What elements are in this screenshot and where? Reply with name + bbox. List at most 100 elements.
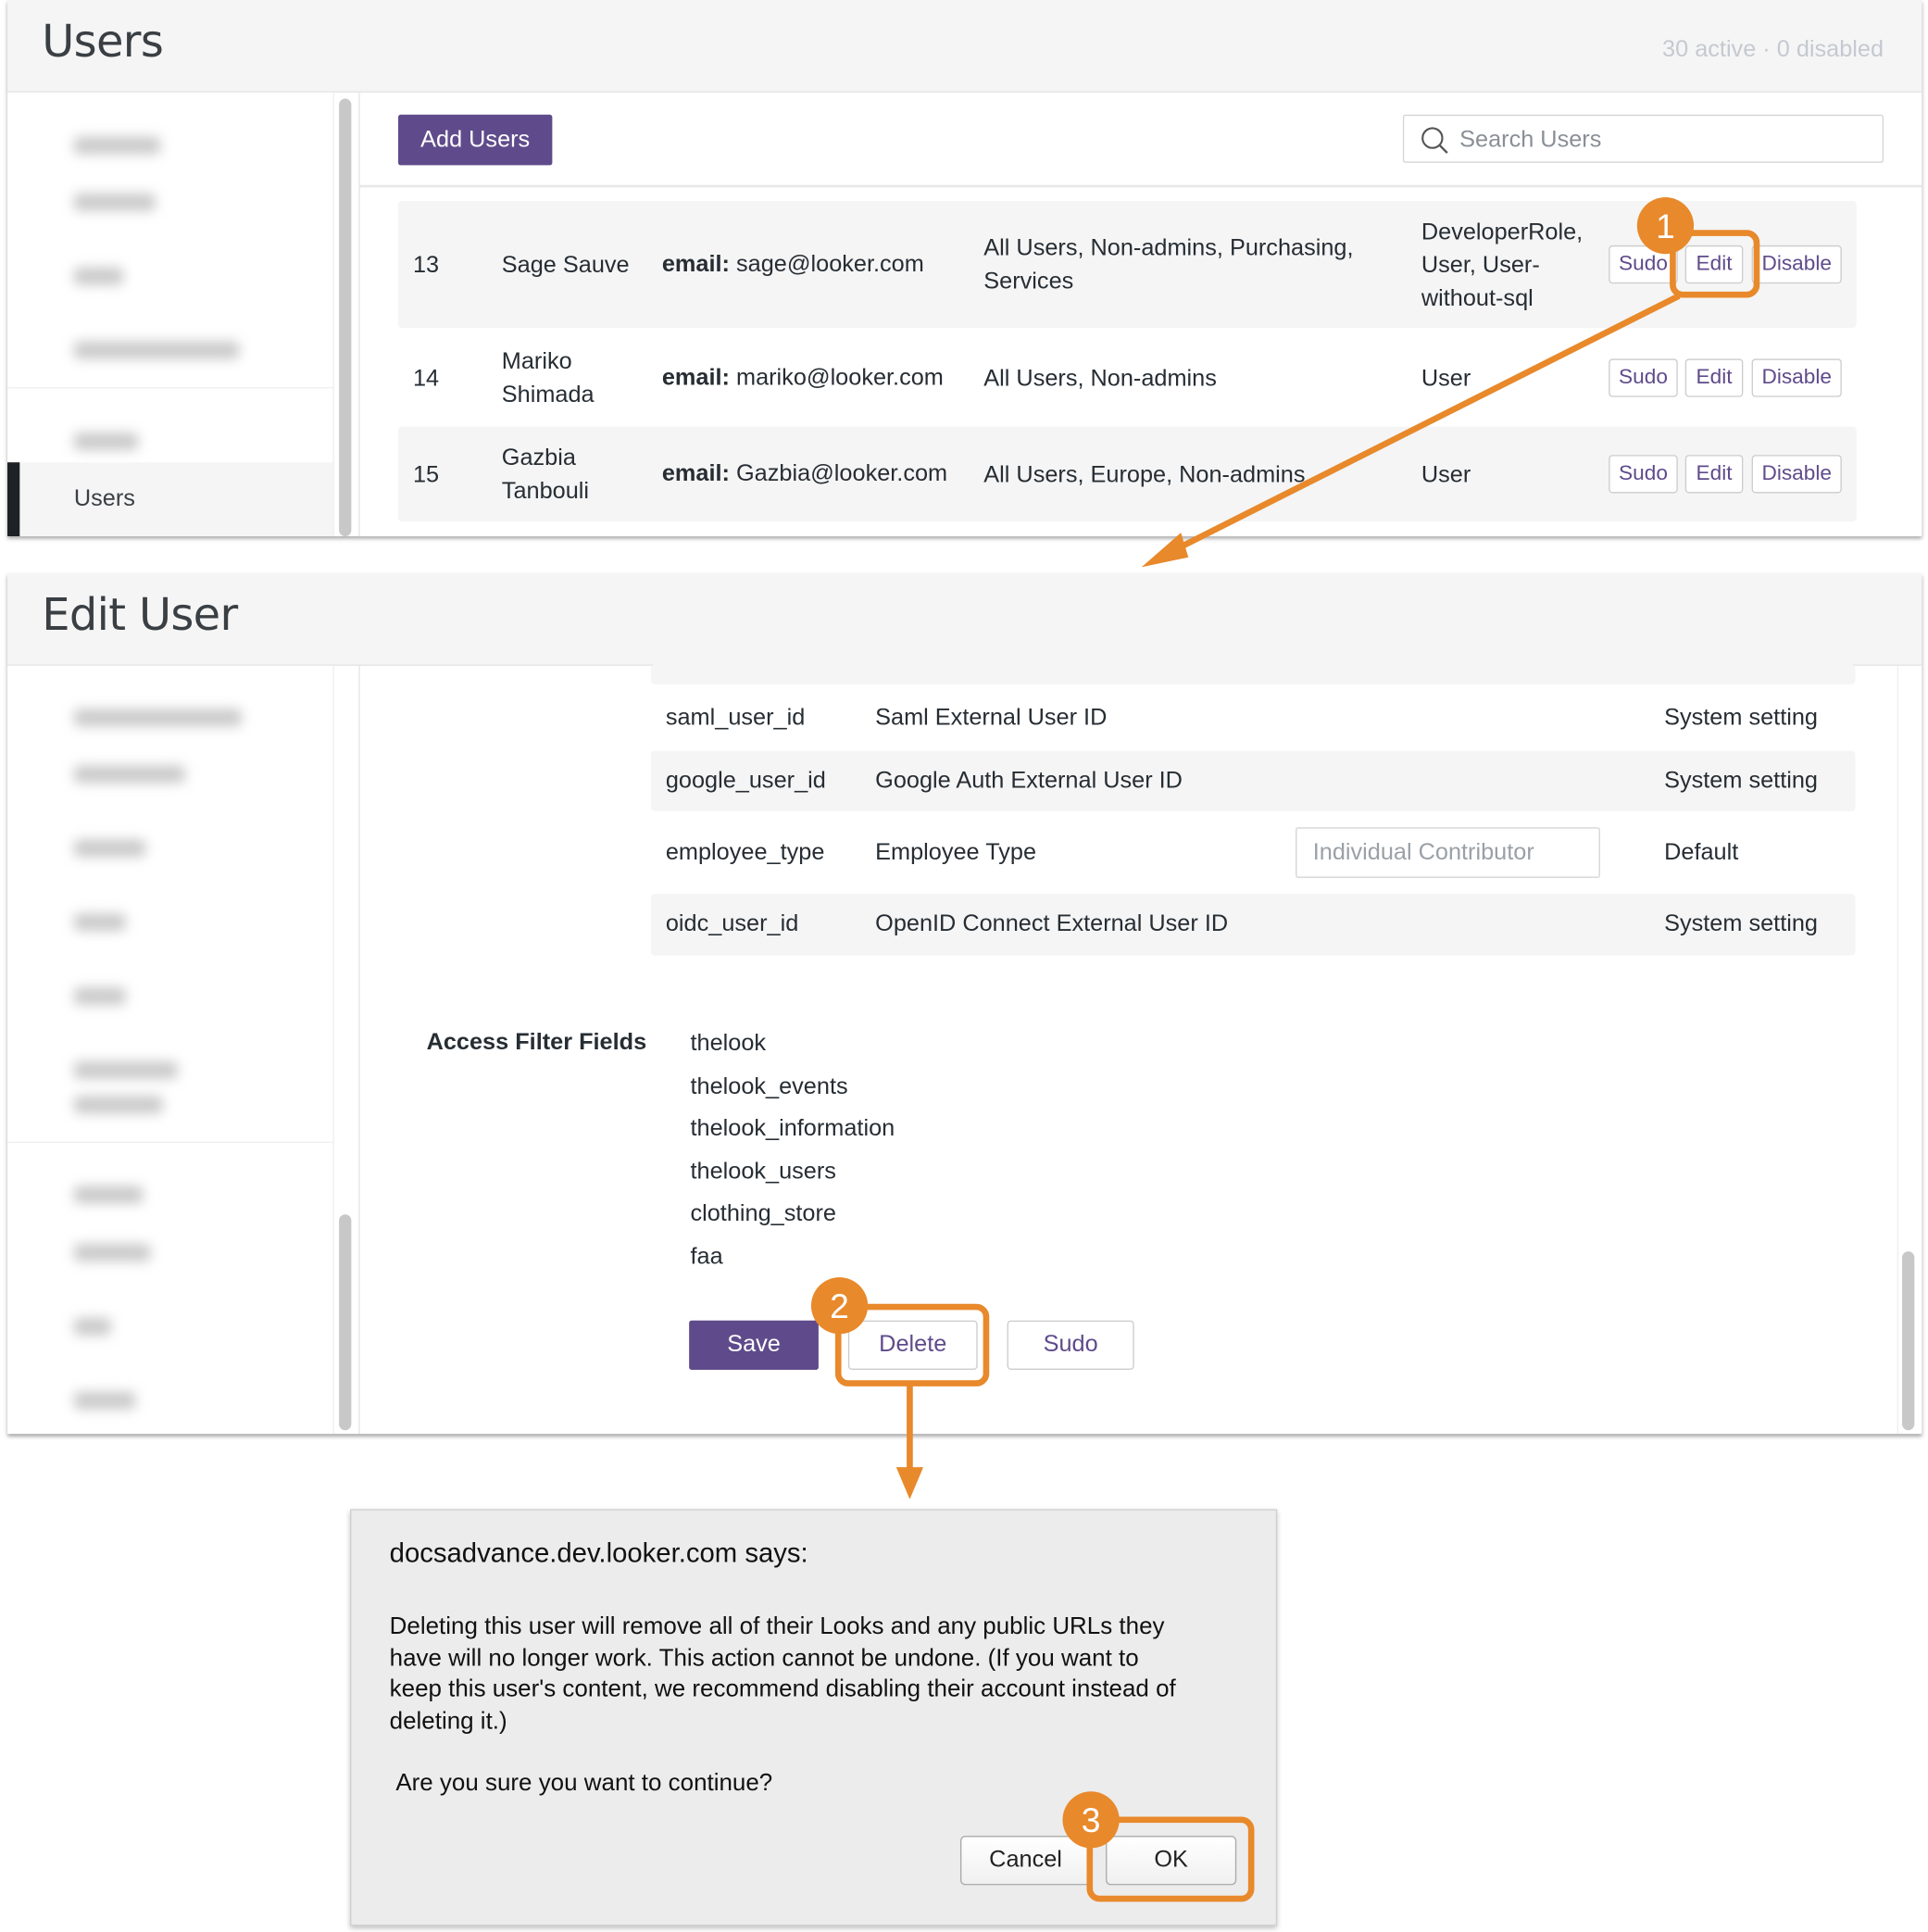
attribute-source: Default xyxy=(1664,838,1739,865)
sidebar-item-blurred[interactable] xyxy=(73,765,185,784)
page-title: Edit User xyxy=(42,590,238,642)
attribute-row: oidc_user_id OpenID Connect External User… xyxy=(650,894,1856,956)
sudo-button[interactable]: Sudo xyxy=(1609,358,1678,396)
email-label: email: xyxy=(661,460,730,487)
sidebar-item-blurred[interactable] xyxy=(73,267,124,285)
arrow-head xyxy=(1141,533,1189,568)
disable-button[interactable]: Disable xyxy=(1751,454,1842,493)
dialog-message-line: keep this user's content, we recommend d… xyxy=(389,1675,1176,1703)
attribute-label: Employee Type xyxy=(875,838,1037,865)
dialog-message-line: Deleting this user will remove all of th… xyxy=(389,1612,1165,1640)
ok-button[interactable]: OK xyxy=(1106,1836,1237,1886)
sidebar-section-blurred xyxy=(73,709,242,727)
attribute-source: System setting xyxy=(1664,767,1818,794)
page-title: Users xyxy=(42,17,164,69)
access-filter-field: thelook_users xyxy=(690,1159,836,1186)
attribute-name: employee_type xyxy=(665,838,825,865)
sidebar-item-blurred[interactable] xyxy=(73,987,126,1005)
toolbar-divider xyxy=(359,184,1922,188)
dialog-message-line: deleting it.) xyxy=(389,1707,507,1735)
user-id: 14 xyxy=(412,365,440,392)
attribute-value-input[interactable]: Individual Contributor xyxy=(1296,826,1600,878)
active-indicator xyxy=(6,462,20,537)
sidebar-item-blurred[interactable] xyxy=(73,1096,163,1114)
save-button[interactable]: Save xyxy=(689,1320,819,1370)
sidebar-item-blurred[interactable] xyxy=(73,913,126,932)
sidebar-divider xyxy=(6,386,333,389)
sidebar-item-blurred[interactable] xyxy=(73,1061,178,1079)
dialog-question: Are you sure you want to continue? xyxy=(395,1769,773,1797)
email-value: sage@looker.com xyxy=(735,250,924,277)
sidebar-item-label: Users xyxy=(73,485,135,512)
user-name: Mariko Shimada xyxy=(501,348,595,408)
dialog-message: Deleting this user will remove all of th… xyxy=(390,1612,1176,1738)
search-users-input[interactable]: Search Users xyxy=(1402,114,1884,163)
sidebar-scrollbar[interactable] xyxy=(339,98,352,537)
admin-sidebar xyxy=(6,665,334,1435)
edit-button[interactable]: Edit xyxy=(1684,454,1744,493)
user-row: 14 Mariko Shimada email: mariko@looker.com… xyxy=(398,331,1857,426)
disable-button[interactable]: Disable xyxy=(1751,245,1842,283)
main-scroll-track xyxy=(1897,665,1899,1435)
sidebar-item-blurred[interactable] xyxy=(73,839,146,858)
search-icon xyxy=(1421,127,1448,154)
user-id: 15 xyxy=(412,461,440,488)
sidebar-border xyxy=(358,665,360,1435)
admin-sidebar: Users xyxy=(6,92,334,537)
user-count-status: 30 active · 0 disabled xyxy=(1662,36,1884,63)
user-name: Gazbia Tanbouli xyxy=(501,444,590,504)
disable-button[interactable]: Disable xyxy=(1751,358,1842,396)
sudo-button[interactable]: Sudo xyxy=(1609,454,1678,493)
user-row: 15 Gazbia Tanbouli email: Gazbia@looker.co… xyxy=(397,426,1857,522)
arrow-head xyxy=(895,1467,924,1499)
attribute-row: employee_type Employee Type Individual Con… xyxy=(651,814,1856,892)
edit-button[interactable]: Edit xyxy=(1684,358,1744,396)
attribute-row: google_user_id Google Auth External User … xyxy=(650,750,1856,811)
confirm-delete-dialog: docsadvance.dev.looker.com says: Deletin… xyxy=(350,1509,1278,1926)
attribute-row: saml_user_id Saml External User ID System … xyxy=(651,688,1856,748)
sidebar-item-blurred[interactable] xyxy=(73,341,240,359)
attribute-source: System setting xyxy=(1664,704,1818,731)
email-value: mariko@looker.com xyxy=(735,364,944,391)
user-name: Sage Sauve xyxy=(501,252,630,279)
add-users-button[interactable]: Add Users xyxy=(397,114,553,166)
user-groups: All Users, Non-admins, Purchasing, Servi… xyxy=(983,234,1354,295)
dialog-message-line: have will no longer work. This action ca… xyxy=(389,1644,1139,1672)
sidebar-section-blurred xyxy=(73,136,161,155)
access-filter-field: thelook xyxy=(690,1030,767,1057)
attribute-label: Google Auth External User ID xyxy=(875,767,1183,794)
user-email: email: Gazbia@looker.com xyxy=(662,457,947,490)
user-roles: User xyxy=(1421,461,1471,488)
sidebar-item-blurred[interactable] xyxy=(73,1318,111,1336)
user-row: 13 Sage Sauve email: sage@looker.com All Us… xyxy=(397,200,1857,329)
user-groups: All Users, Non-admins xyxy=(983,365,1217,392)
cancel-button[interactable]: Cancel xyxy=(960,1836,1092,1886)
delete-button[interactable]: Delete xyxy=(847,1320,978,1370)
sidebar-divider xyxy=(6,1141,333,1144)
attribute-row-partial xyxy=(650,664,1856,684)
sidebar-section-blurred xyxy=(73,433,139,450)
users-header: Users 30 active · 0 disabled xyxy=(6,0,1922,93)
access-filter-field: thelook_events xyxy=(690,1073,848,1099)
sudo-button[interactable]: Sudo xyxy=(1007,1320,1134,1370)
access-filter-label: Access Filter Fields xyxy=(426,1029,647,1056)
sidebar-scrollbar[interactable] xyxy=(339,1214,352,1431)
search-placeholder: Search Users xyxy=(1459,127,1602,154)
attribute-value: Individual Contributor xyxy=(1312,838,1534,865)
main-scrollbar[interactable] xyxy=(1902,1251,1915,1431)
sudo-button[interactable]: Sudo xyxy=(1609,245,1678,283)
sidebar-border xyxy=(358,92,360,537)
attribute-name: saml_user_id xyxy=(665,704,806,731)
sidebar-item-users[interactable]: Users xyxy=(6,462,333,537)
dialog-title: docsadvance.dev.looker.com says: xyxy=(389,1537,808,1569)
sidebar-item-blurred[interactable] xyxy=(73,1391,136,1410)
attribute-name: oidc_user_id xyxy=(665,910,799,937)
attribute-label: Saml External User ID xyxy=(875,704,1108,731)
email-label: email: xyxy=(661,364,730,391)
sidebar-item-blurred[interactable] xyxy=(73,1244,151,1261)
sidebar-item-blurred[interactable] xyxy=(73,193,156,211)
edit-button[interactable]: Edit xyxy=(1684,245,1744,283)
user-email: email: sage@looker.com xyxy=(662,247,924,281)
access-filter-field: faa xyxy=(690,1244,723,1271)
sidebar-section-blurred xyxy=(73,1186,144,1204)
